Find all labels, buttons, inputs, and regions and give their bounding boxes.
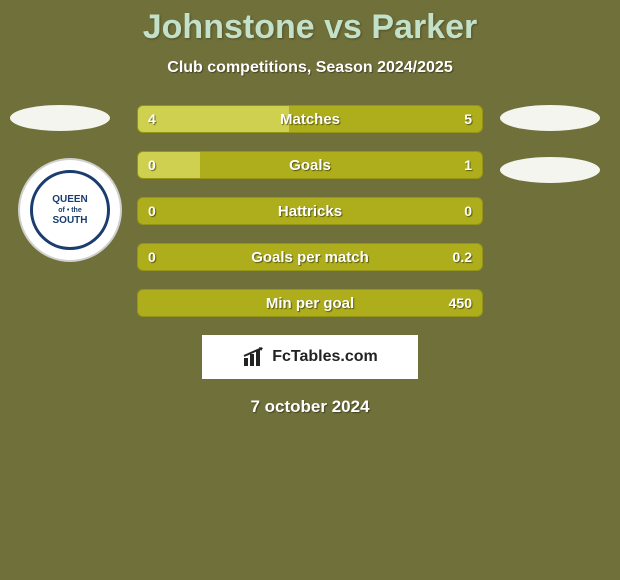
stat-bars: 45Matches 01Goals 00Hattricks 00.2Goals per…	[137, 105, 483, 317]
page: Johnstone vs Parker Club competitions, S…	[0, 0, 620, 580]
left-team-badge	[10, 105, 110, 131]
team-logo-queen-of-south: QUEEN of • the SOUTH	[20, 160, 120, 260]
content: QUEEN of • the SOUTH 45Matches 01Goals 00H…	[0, 105, 620, 417]
stat-row: 450Min per goal	[137, 289, 483, 317]
stat-label: Matches	[138, 106, 482, 132]
stat-label: Min per goal	[138, 290, 482, 316]
right-team-badge-2	[500, 157, 600, 183]
brand-post: Tables.com	[291, 348, 378, 365]
brand-text: FcTables.com	[272, 348, 378, 366]
footer-brand: FcTables.com	[202, 335, 418, 379]
footer-date: 7 october 2024	[0, 397, 620, 417]
stat-label: Hattricks	[138, 198, 482, 224]
page-subtitle: Club competitions, Season 2024/2025	[0, 59, 620, 77]
team-logo-inner: QUEEN of • the SOUTH	[30, 170, 110, 250]
logo-line-3: SOUTH	[53, 216, 88, 226]
stat-row: 45Matches	[137, 105, 483, 133]
brand-pre: Fc	[272, 348, 291, 365]
page-title: Johnstone vs Parker	[0, 0, 620, 47]
stat-row: 00.2Goals per match	[137, 243, 483, 271]
logo-line-2: of • the	[58, 207, 81, 214]
stat-label: Goals per match	[138, 244, 482, 270]
stat-row: 01Goals	[137, 151, 483, 179]
logo-line-1: QUEEN	[52, 195, 88, 205]
right-team-badge-1	[500, 105, 600, 131]
stat-row: 00Hattricks	[137, 197, 483, 225]
chart-icon	[242, 346, 268, 368]
stat-label: Goals	[138, 152, 482, 178]
